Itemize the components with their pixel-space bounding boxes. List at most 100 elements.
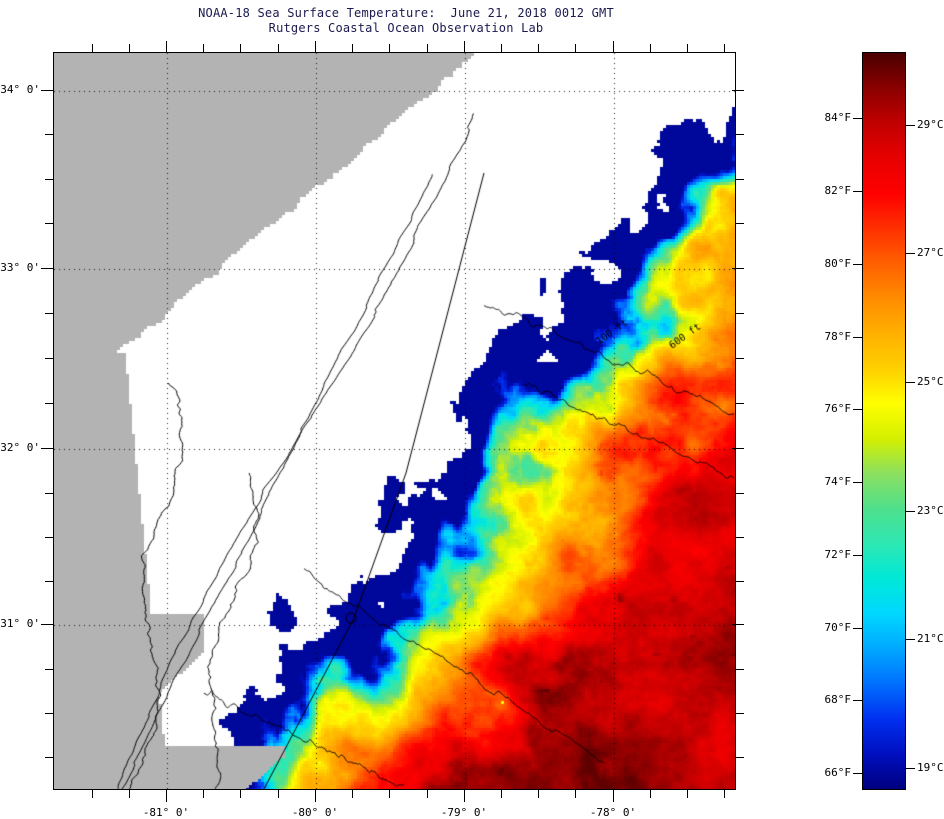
x-axis-minor-tick — [650, 790, 651, 798]
title-line-2: Rutgers Coastal Ocean Observation Lab — [268, 21, 544, 35]
x-axis-tick — [166, 790, 167, 802]
y-axis-minor-tick-right — [736, 134, 744, 135]
x-axis-minor-tick-top — [203, 44, 204, 52]
colorbar-tick-celsius — [906, 382, 915, 383]
sst-map[interactable] — [53, 52, 736, 790]
x-axis-minor-tick — [687, 790, 688, 798]
y-axis-label: 34° 0' — [0, 83, 40, 96]
y-axis-minor-tick-right — [736, 223, 744, 224]
title-line-1: NOAA-18 Sea Surface Temperature: June 21… — [198, 6, 614, 20]
y-axis-minor-tick — [45, 493, 53, 494]
y-axis-minor-tick-right — [736, 757, 744, 758]
y-axis-minor-tick — [45, 313, 53, 314]
x-axis-minor-tick — [352, 790, 353, 798]
y-axis-minor-tick-right — [736, 493, 744, 494]
colorbar-label-celsius: 27°C — [917, 246, 944, 259]
x-axis-minor-tick-top — [650, 44, 651, 52]
colorbar-label-fahrenheit: 78°F — [824, 330, 852, 343]
y-axis-tick-right — [732, 624, 744, 625]
x-axis-minor-tick-top — [92, 44, 93, 52]
y-axis-tick — [41, 624, 53, 625]
colorbar-label-fahrenheit: 66°F — [824, 766, 852, 779]
colorbar-label-fahrenheit: 80°F — [824, 257, 852, 270]
colorbar-tick-fahrenheit — [853, 191, 862, 192]
y-axis-minor-tick-right — [736, 669, 744, 670]
x-axis-minor-tick-top — [538, 44, 539, 52]
temperature-colorbar — [862, 52, 906, 790]
x-axis-minor-tick — [278, 790, 279, 798]
x-axis-minor-tick — [724, 790, 725, 798]
colorbar-tick-fahrenheit — [853, 118, 862, 119]
colorbar-tick-fahrenheit — [853, 337, 862, 338]
colorbar-label-celsius: 21°C — [917, 632, 944, 645]
y-axis-minor-tick — [45, 403, 53, 404]
x-axis-minor-tick — [538, 790, 539, 798]
colorbar-label-celsius: 23°C — [917, 504, 944, 517]
y-axis-minor-tick-right — [736, 713, 744, 714]
y-axis-tick — [41, 268, 53, 269]
x-axis-tick-top — [315, 41, 316, 53]
x-axis-tick-top — [464, 41, 465, 53]
colorbar-label-celsius: 25°C — [917, 375, 944, 388]
y-axis-minor-tick — [45, 223, 53, 224]
y-axis-minor-tick-right — [736, 581, 744, 582]
colorbar-tick-fahrenheit — [853, 628, 862, 629]
colorbar-gradient — [863, 53, 905, 789]
x-axis-minor-tick-top — [352, 44, 353, 52]
x-axis-minor-tick-top — [278, 44, 279, 52]
colorbar-tick-fahrenheit — [853, 555, 862, 556]
x-axis-tick-top — [166, 41, 167, 53]
x-axis-minor-tick — [427, 790, 428, 798]
x-axis-label: -79° 0' — [440, 806, 488, 819]
y-axis-minor-tick-right — [736, 358, 744, 359]
x-axis-minor-tick — [92, 790, 93, 798]
colorbar-tick-fahrenheit — [853, 700, 862, 701]
x-axis-minor-tick-top — [129, 44, 130, 52]
y-axis-tick — [41, 90, 53, 91]
colorbar-label-fahrenheit: 70°F — [824, 621, 852, 634]
y-axis-label: 31° 0' — [0, 617, 40, 630]
y-axis-minor-tick — [45, 757, 53, 758]
y-axis-minor-tick — [45, 669, 53, 670]
colorbar-tick-celsius — [906, 511, 915, 512]
y-axis-tick-right — [732, 448, 744, 449]
x-axis-label: -80° 0' — [291, 806, 339, 819]
sst-raster — [54, 53, 735, 789]
x-axis-tick — [613, 790, 614, 802]
x-axis-tick-top — [613, 41, 614, 53]
colorbar-tick-celsius — [906, 639, 915, 640]
y-axis-minor-tick — [45, 179, 53, 180]
x-axis-minor-tick-top — [687, 44, 688, 52]
colorbar-label-fahrenheit: 76°F — [824, 402, 852, 415]
colorbar-tick-fahrenheit — [853, 264, 862, 265]
y-axis-tick-right — [732, 268, 744, 269]
y-axis-tick — [41, 448, 53, 449]
y-axis-minor-tick-right — [736, 179, 744, 180]
colorbar-label-celsius: 19°C — [917, 761, 944, 774]
y-axis-minor-tick-right — [736, 537, 744, 538]
title-block: NOAA-18 Sea Surface Temperature: June 21… — [0, 6, 812, 36]
x-axis-label: -78° 0' — [589, 806, 637, 819]
x-axis-minor-tick-top — [501, 44, 502, 52]
y-axis-tick-right — [732, 90, 744, 91]
colorbar-label-fahrenheit: 68°F — [824, 693, 852, 706]
colorbar-label-fahrenheit: 72°F — [824, 548, 852, 561]
x-axis-tick — [464, 790, 465, 802]
y-axis-minor-tick — [45, 537, 53, 538]
x-axis-minor-tick — [389, 790, 390, 798]
colorbar-tick-fahrenheit — [853, 409, 862, 410]
y-axis-minor-tick — [45, 581, 53, 582]
colorbar-tick-celsius — [906, 125, 915, 126]
x-axis-minor-tick-top — [427, 44, 428, 52]
x-axis-minor-tick — [240, 790, 241, 798]
colorbar-label-fahrenheit: 74°F — [824, 475, 852, 488]
colorbar-tick-celsius — [906, 253, 915, 254]
x-axis-minor-tick — [129, 790, 130, 798]
y-axis-label: 32° 0' — [0, 441, 40, 454]
x-axis-minor-tick — [203, 790, 204, 798]
y-axis-label: 33° 0' — [0, 261, 40, 274]
x-axis-minor-tick-top — [389, 44, 390, 52]
y-axis-minor-tick-right — [736, 313, 744, 314]
y-axis-minor-tick — [45, 134, 53, 135]
x-axis-tick — [315, 790, 316, 802]
